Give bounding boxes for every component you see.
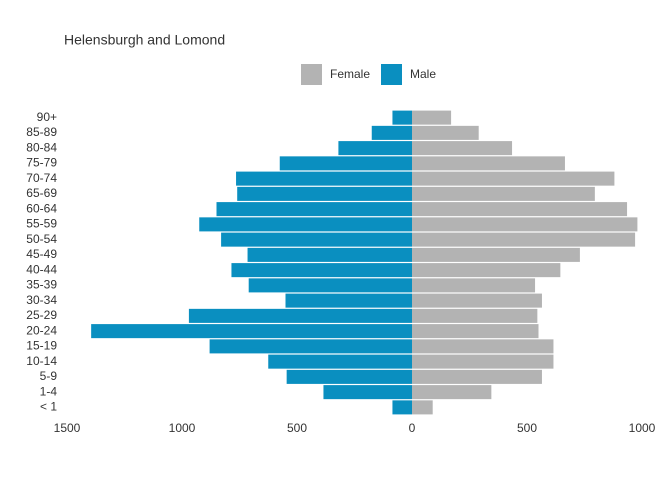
- y-tick-label: 55-59: [26, 217, 57, 231]
- bar: [91, 324, 413, 339]
- bar: [248, 278, 412, 293]
- bar: [412, 369, 542, 384]
- bar: [412, 141, 513, 156]
- y-tick-label: 25-29: [26, 308, 57, 322]
- bar: [412, 171, 615, 186]
- y-tick-label: 30-34: [26, 293, 57, 307]
- bar: [412, 247, 580, 262]
- bar: [285, 293, 412, 308]
- bar: [268, 354, 412, 369]
- bar: [236, 171, 412, 186]
- y-tick-label: 20-24: [26, 323, 57, 337]
- y-tick-label: 65-69: [26, 186, 57, 200]
- legend-swatch: [381, 64, 402, 85]
- bar: [188, 308, 412, 323]
- bar: [237, 186, 412, 201]
- x-tick-label: 0: [409, 421, 416, 435]
- bar: [412, 217, 638, 232]
- bar: [209, 339, 412, 354]
- bar: [279, 156, 412, 171]
- bar: [412, 202, 628, 217]
- bar: [412, 125, 479, 140]
- y-tick-label: 1-4: [40, 384, 58, 398]
- bar: [412, 293, 542, 308]
- x-tick-label: 500: [517, 421, 537, 435]
- legend-label: Male: [410, 67, 436, 81]
- y-tick-label: 10-14: [26, 354, 57, 368]
- y-tick-label: 40-44: [26, 262, 57, 276]
- y-tick-label: 35-39: [26, 278, 57, 292]
- bar: [412, 110, 452, 125]
- bar: [412, 308, 538, 323]
- bar: [412, 354, 554, 369]
- bar: [392, 110, 412, 125]
- y-tick-label: 70-74: [26, 171, 57, 185]
- y-tick-label: 60-64: [26, 201, 57, 215]
- bar: [392, 400, 412, 415]
- chart-title: Helensburgh and Lomond: [64, 32, 225, 48]
- y-tick-label: 15-19: [26, 339, 57, 353]
- legend-label: Female: [330, 67, 370, 81]
- y-tick-label: 80-84: [26, 140, 57, 154]
- bar: [338, 141, 412, 156]
- bar: [412, 263, 561, 278]
- bar: [412, 232, 636, 247]
- x-tick-label: 1000: [629, 421, 656, 435]
- bar: [412, 385, 492, 400]
- y-tick-label: 75-79: [26, 156, 57, 170]
- x-tick-label: 1500: [54, 421, 81, 435]
- bar: [247, 247, 412, 262]
- bar: [216, 202, 412, 217]
- bar: [231, 263, 412, 278]
- y-tick-label: < 1: [40, 400, 57, 414]
- bar: [412, 156, 565, 171]
- y-tick-label: 5-9: [40, 369, 58, 383]
- bar: [323, 385, 412, 400]
- y-tick-label: 45-49: [26, 247, 57, 261]
- bar: [412, 400, 433, 415]
- legend-swatch: [301, 64, 322, 85]
- bar: [412, 339, 554, 354]
- bar: [412, 278, 536, 293]
- bar: [286, 369, 412, 384]
- bar: [221, 232, 412, 247]
- y-tick-label: 85-89: [26, 125, 57, 139]
- bar: [371, 125, 412, 140]
- y-tick-label: 50-54: [26, 232, 57, 246]
- x-tick-label: 500: [287, 421, 307, 435]
- bar: [199, 217, 412, 232]
- x-tick-label: 1000: [169, 421, 196, 435]
- y-tick-label: 90+: [37, 110, 57, 124]
- bar: [412, 186, 595, 201]
- bar: [412, 324, 539, 339]
